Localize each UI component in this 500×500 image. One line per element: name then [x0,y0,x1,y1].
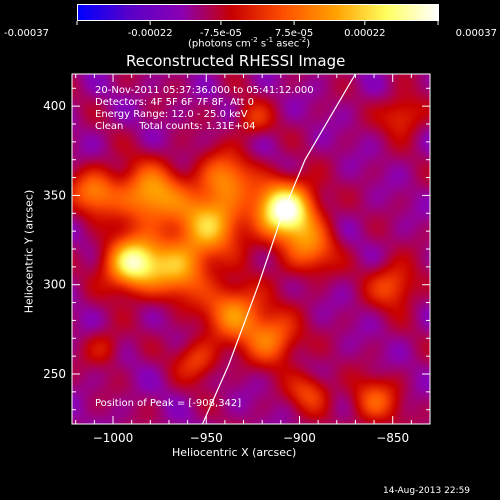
annotation-detectors: Detectors: 4F 5F 6F 7F 8F, Att 0 [95,97,255,108]
x-tick-label: −950 [190,431,223,445]
annotation-total-counts: Clean Total counts: 1.31E+04 [95,121,256,132]
y-tick-label: 400 [43,99,66,113]
solar-limb-line [201,74,356,424]
chart-title: Reconstructed RHESSI Image [126,52,346,70]
annotation-peak-position: Position of Peak = [-908,342] [95,398,242,409]
y-tick-label: 250 [43,367,66,381]
colorbar-tick-label: -0.00022 [128,28,173,39]
x-tick-label: −900 [283,431,316,445]
colorbar-tick-label: -0.00037 [4,28,49,39]
y-axis-label: Heliocentric Y (arcsec) [22,189,36,314]
annotation-energy-range: Energy Range: 12.0 - 25.0 keV [95,109,248,120]
colorbar [77,4,439,21]
annotation-time-range: 20-Nov-2011 05:37:36.000 to 05:41:12.000 [95,85,314,96]
colorbar-tick-label: 0.00037 [456,28,497,39]
y-tick-label: 300 [43,278,66,292]
colorbar-tick-label: 7.5e-05 [275,28,313,39]
heatmap-image [72,74,430,424]
colorbar-tick-label: -7.5e-05 [200,28,242,39]
x-tick-label: −850 [376,431,409,445]
plot-timestamp: 14-Aug-2013 22:59 [383,486,471,496]
y-tick-label: 350 [43,188,66,202]
x-tick-label: −1000 [93,431,134,445]
colorbar-units: (photons cm-2 s-1 asec-2) [188,36,311,50]
x-axis-label: Heliocentric X (arcsec) [172,446,297,459]
colorbar-tick-label: 0.00022 [344,28,385,39]
